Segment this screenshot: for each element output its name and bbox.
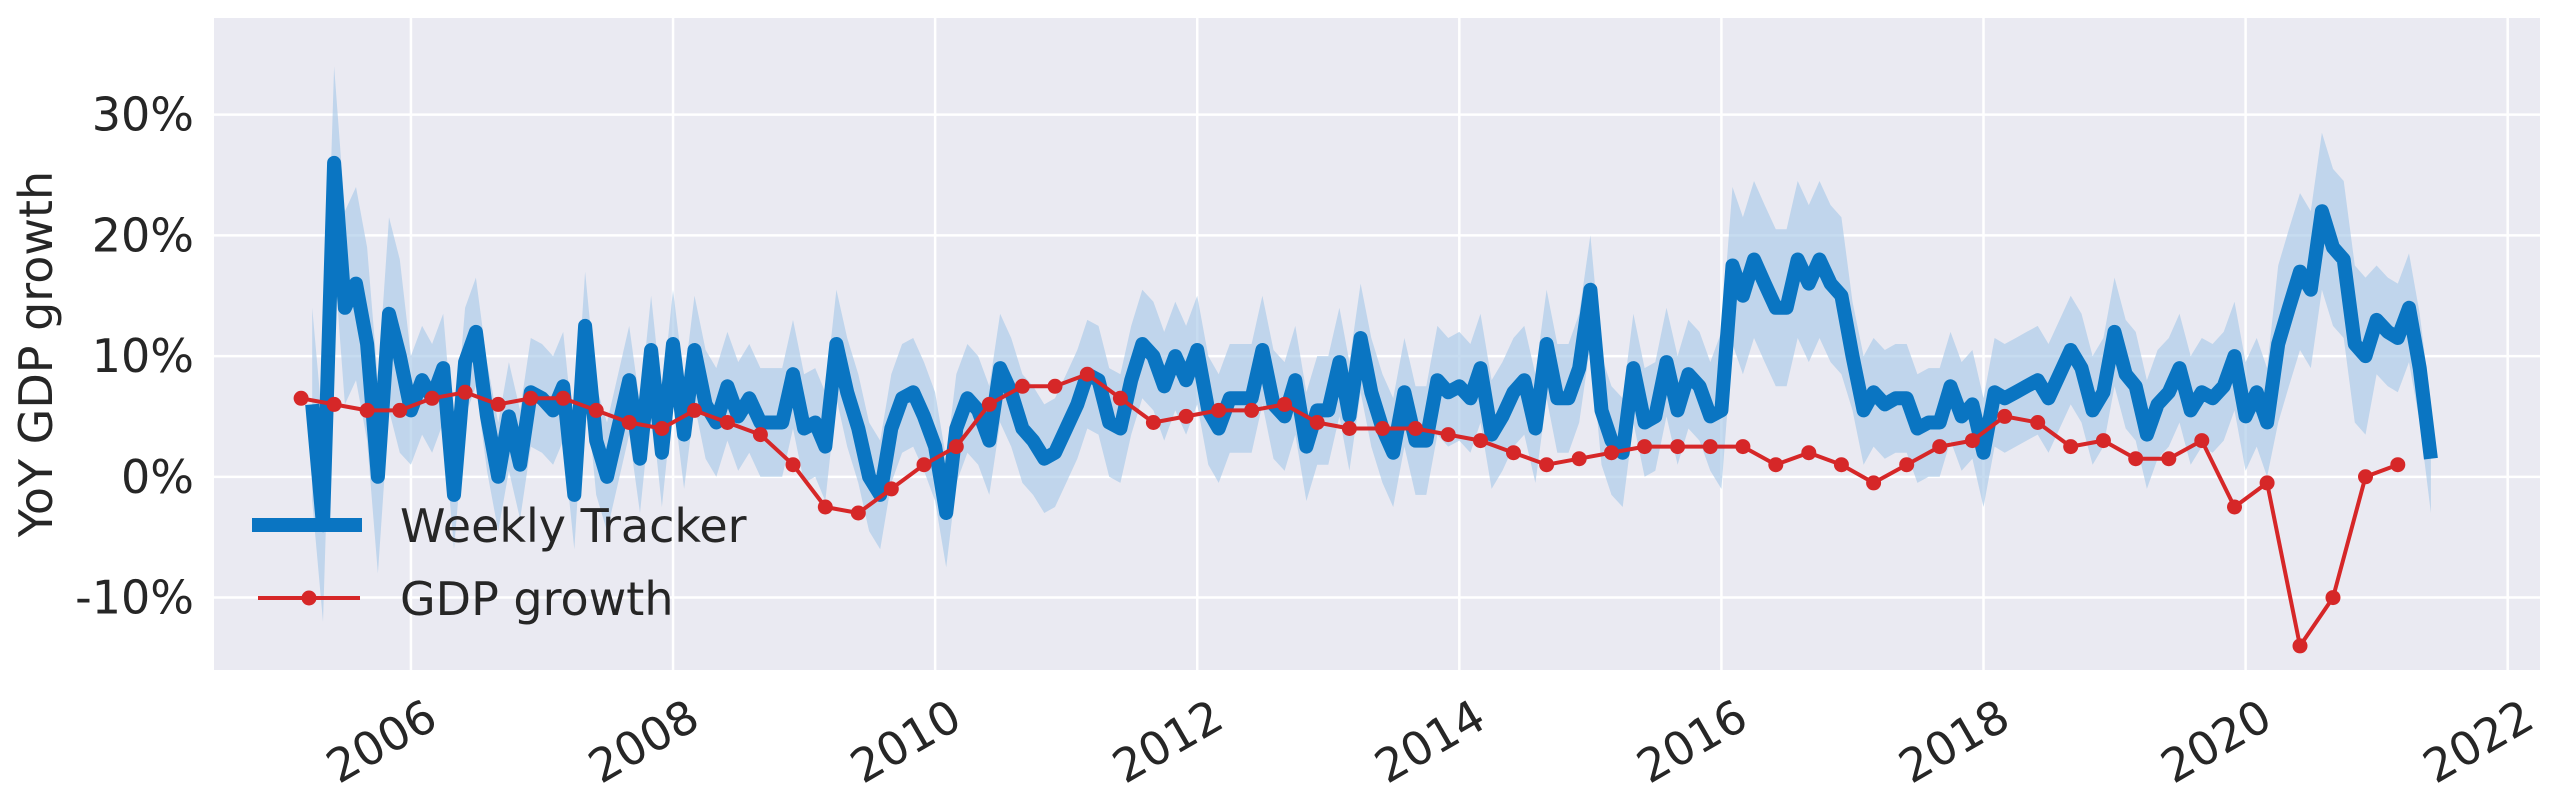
gdp-point bbox=[2358, 469, 2373, 485]
x-tick-label: 2022 bbox=[2414, 689, 2542, 794]
y-axis-label: YoY GDP growth bbox=[9, 171, 63, 538]
gdp-point bbox=[1604, 445, 1619, 461]
gdp-point bbox=[2161, 451, 2177, 467]
confidence-band bbox=[312, 66, 2431, 622]
gdp-point bbox=[785, 457, 801, 473]
gdp-point bbox=[1637, 439, 1653, 455]
gdp-point bbox=[1244, 402, 1260, 418]
gdp-point bbox=[555, 390, 571, 406]
gdp-point bbox=[1014, 378, 1030, 394]
gdp-point bbox=[981, 396, 997, 412]
gdp-point bbox=[1079, 366, 1095, 382]
gdp-point bbox=[523, 390, 539, 406]
gdp-point bbox=[817, 499, 833, 515]
legend: Weekly Tracker GDP growth bbox=[252, 499, 747, 626]
gdp-point bbox=[687, 402, 702, 418]
gdp-point bbox=[457, 384, 473, 400]
x-tick-label: 2016 bbox=[1628, 689, 1756, 794]
gdp-point bbox=[1964, 433, 1980, 449]
gdp-point bbox=[490, 396, 506, 412]
gdp-point bbox=[293, 390, 309, 406]
gdp-point bbox=[2194, 433, 2210, 449]
gdp-point bbox=[1866, 475, 1882, 491]
gdp-point bbox=[1145, 415, 1161, 430]
x-tick-label: 2006 bbox=[317, 689, 445, 794]
gdp-point bbox=[1408, 421, 1423, 436]
gdp-point bbox=[2325, 590, 2341, 606]
gdp-point bbox=[326, 396, 342, 412]
gdp-point bbox=[883, 481, 899, 497]
x-tick-label: 2008 bbox=[579, 689, 707, 794]
y-tick-label: 30% bbox=[92, 88, 194, 142]
gdp-point bbox=[2128, 451, 2144, 467]
gdp-point bbox=[1211, 402, 1227, 418]
gdp-point bbox=[2095, 433, 2111, 449]
tracker-band bbox=[312, 66, 2431, 622]
gdp-point bbox=[1112, 390, 1128, 406]
plot-background bbox=[214, 18, 2540, 670]
y-tick-label: 20% bbox=[92, 208, 194, 262]
gdp-point bbox=[2030, 415, 2046, 430]
y-tick-label: -10% bbox=[75, 571, 194, 625]
gdp-point bbox=[588, 402, 604, 418]
gdp-point bbox=[1047, 378, 1063, 394]
legend-dot-gdp-growth bbox=[301, 590, 317, 606]
gdp-point bbox=[2259, 475, 2275, 491]
gdp-point bbox=[1341, 421, 1357, 436]
y-axis: -10% 0% 10% 20% 30% bbox=[75, 88, 194, 625]
gdp-point bbox=[1899, 457, 1915, 473]
gdp-point bbox=[719, 415, 735, 430]
x-tick-label: 2012 bbox=[1104, 689, 1232, 794]
gdp-point bbox=[424, 390, 440, 406]
gdp-point bbox=[1801, 445, 1817, 461]
x-tick-label: 2014 bbox=[1366, 689, 1494, 794]
gdp-point bbox=[1539, 457, 1555, 473]
gdp-point bbox=[1506, 445, 1521, 461]
gdp-point bbox=[1178, 408, 1194, 424]
gdp-point bbox=[1768, 457, 1784, 473]
gdp-point bbox=[1670, 439, 1686, 455]
gdp-point bbox=[752, 427, 768, 443]
series-weekly-tracker bbox=[305, 155, 2438, 533]
gdp-point bbox=[654, 421, 670, 436]
gdp-point bbox=[392, 402, 408, 418]
gdp-point bbox=[1571, 451, 1587, 467]
gdp-point bbox=[359, 402, 375, 418]
gdp-point bbox=[1833, 457, 1849, 473]
gdp-point bbox=[1932, 439, 1948, 455]
gdp-point bbox=[621, 415, 637, 430]
y-tick-label: 0% bbox=[121, 450, 194, 504]
gdp-point bbox=[2227, 499, 2242, 515]
gdp-point bbox=[1277, 396, 1293, 412]
x-tick-label: 2010 bbox=[841, 689, 969, 794]
gdp-point bbox=[850, 505, 866, 521]
gdp-point bbox=[2390, 457, 2406, 473]
x-axis: 2006 2008 2010 2012 2014 2016 2018 2020 2022 bbox=[317, 689, 2542, 794]
gdp-point bbox=[1375, 421, 1390, 436]
gdp-point bbox=[1440, 427, 1456, 443]
gdp-point bbox=[1735, 439, 1751, 455]
gdp-point bbox=[916, 457, 932, 473]
legend-label-gdp-growth: GDP growth bbox=[400, 572, 673, 626]
series-layer bbox=[293, 155, 2438, 654]
gdp-point bbox=[2063, 439, 2079, 455]
x-tick-label: 2018 bbox=[1890, 689, 2018, 794]
x-tick-label: 2020 bbox=[2152, 689, 2280, 794]
gdp-point bbox=[1309, 415, 1325, 430]
y-tick-label: 10% bbox=[92, 329, 194, 383]
gdp-point bbox=[2292, 638, 2308, 654]
gdp-point bbox=[1473, 433, 1488, 449]
legend-label-weekly-tracker: Weekly Tracker bbox=[400, 499, 747, 553]
gdp-point bbox=[1702, 439, 1718, 455]
gdp-point bbox=[1997, 408, 2013, 424]
gdp-point bbox=[948, 439, 964, 455]
